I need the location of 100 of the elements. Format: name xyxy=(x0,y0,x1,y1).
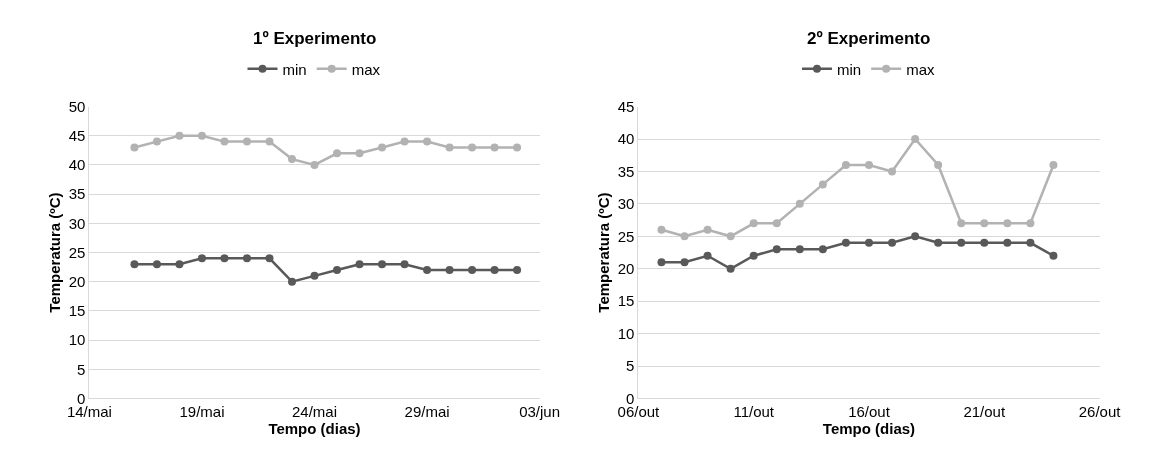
point xyxy=(333,149,342,158)
point xyxy=(378,260,387,269)
point xyxy=(703,225,712,234)
point xyxy=(980,238,989,247)
point xyxy=(911,232,920,241)
y-tick-label: 40 xyxy=(68,156,86,174)
point xyxy=(657,258,666,267)
y-tick-label: 50 xyxy=(68,97,86,115)
y-axis-title: Temperatura (ºC) xyxy=(594,192,612,313)
x-tick-label: 03/jun xyxy=(519,403,561,421)
y-tick-label: 45 xyxy=(617,97,635,115)
point xyxy=(400,260,409,269)
point xyxy=(726,264,735,273)
y-tick-label: 35 xyxy=(617,162,635,180)
point xyxy=(355,149,364,158)
legend-label: min xyxy=(282,60,307,78)
x-tick-label: 26/out xyxy=(1078,403,1122,421)
y-tick-label: 40 xyxy=(617,130,635,148)
point xyxy=(130,143,139,152)
point xyxy=(864,160,873,169)
legend-label: max xyxy=(906,60,935,78)
y-tick-label: 30 xyxy=(617,195,635,213)
point xyxy=(1003,219,1012,228)
point xyxy=(513,266,522,275)
legend-label: min xyxy=(836,60,862,78)
point xyxy=(333,266,342,275)
point xyxy=(378,143,387,152)
point xyxy=(400,137,409,146)
point xyxy=(197,254,206,263)
point xyxy=(1026,238,1035,247)
point xyxy=(130,260,139,269)
point xyxy=(888,238,897,247)
y-tick-label: 15 xyxy=(617,292,635,310)
point xyxy=(310,271,319,280)
point xyxy=(818,180,827,189)
point xyxy=(680,258,689,267)
x-tick-label: 29/mai xyxy=(404,403,450,421)
point xyxy=(772,245,781,254)
point xyxy=(175,260,184,269)
y-tick-label: 20 xyxy=(68,272,86,290)
x-axis-title: Tempo (dias) xyxy=(268,420,361,438)
y-tick-label: 5 xyxy=(626,357,635,375)
point xyxy=(513,143,522,152)
y-tick-label: 15 xyxy=(68,302,86,320)
point xyxy=(1026,219,1035,228)
point xyxy=(703,251,712,260)
point xyxy=(841,238,850,247)
point xyxy=(934,160,943,169)
chart-title: 1º Experimento xyxy=(253,29,377,48)
y-tick-label: 5 xyxy=(77,360,86,378)
point xyxy=(220,254,229,263)
point xyxy=(680,232,689,241)
point xyxy=(265,254,274,263)
x-tick-label: 21/out xyxy=(963,403,1006,421)
point xyxy=(490,266,499,275)
point xyxy=(1049,251,1058,260)
chart-title: 2º Experimento xyxy=(807,29,931,48)
point xyxy=(175,131,184,140)
x-axis-title: Tempo (dias) xyxy=(822,420,916,438)
point xyxy=(152,137,161,146)
y-tick-label: 35 xyxy=(68,185,86,203)
point xyxy=(287,277,296,286)
point xyxy=(355,260,364,269)
x-tick-label: 19/mai xyxy=(179,403,225,421)
point xyxy=(1003,238,1012,247)
point xyxy=(152,260,161,269)
y-tick-label: 10 xyxy=(617,324,635,342)
y-tick-label: 45 xyxy=(68,127,86,145)
point xyxy=(423,137,432,146)
point xyxy=(841,160,850,169)
point xyxy=(657,225,666,234)
point xyxy=(726,232,735,241)
y-axis-title: Temperatura (ºC) xyxy=(45,192,63,313)
point xyxy=(749,219,758,228)
y-tick-label: 10 xyxy=(68,331,86,349)
point xyxy=(242,137,251,146)
y-tick-label: 25 xyxy=(617,227,635,245)
point xyxy=(220,137,229,146)
point xyxy=(957,219,966,228)
point xyxy=(911,135,920,143)
point xyxy=(310,160,319,169)
point xyxy=(468,266,477,275)
point xyxy=(957,238,966,247)
point xyxy=(818,245,827,254)
point xyxy=(445,266,454,275)
point xyxy=(197,131,206,140)
point xyxy=(772,219,781,228)
y-tick-label: 20 xyxy=(617,259,635,277)
point xyxy=(749,251,758,260)
point xyxy=(864,238,873,247)
legend-label: max xyxy=(351,60,381,78)
point xyxy=(1049,160,1058,169)
x-tick-label: 16/out xyxy=(848,403,891,421)
x-tick-label: 24/mai xyxy=(291,403,338,421)
point xyxy=(795,245,804,254)
point xyxy=(934,238,943,247)
point xyxy=(795,199,804,208)
point xyxy=(242,254,251,263)
x-tick-label: 11/out xyxy=(733,403,775,421)
y-tick-label: 25 xyxy=(68,243,86,261)
